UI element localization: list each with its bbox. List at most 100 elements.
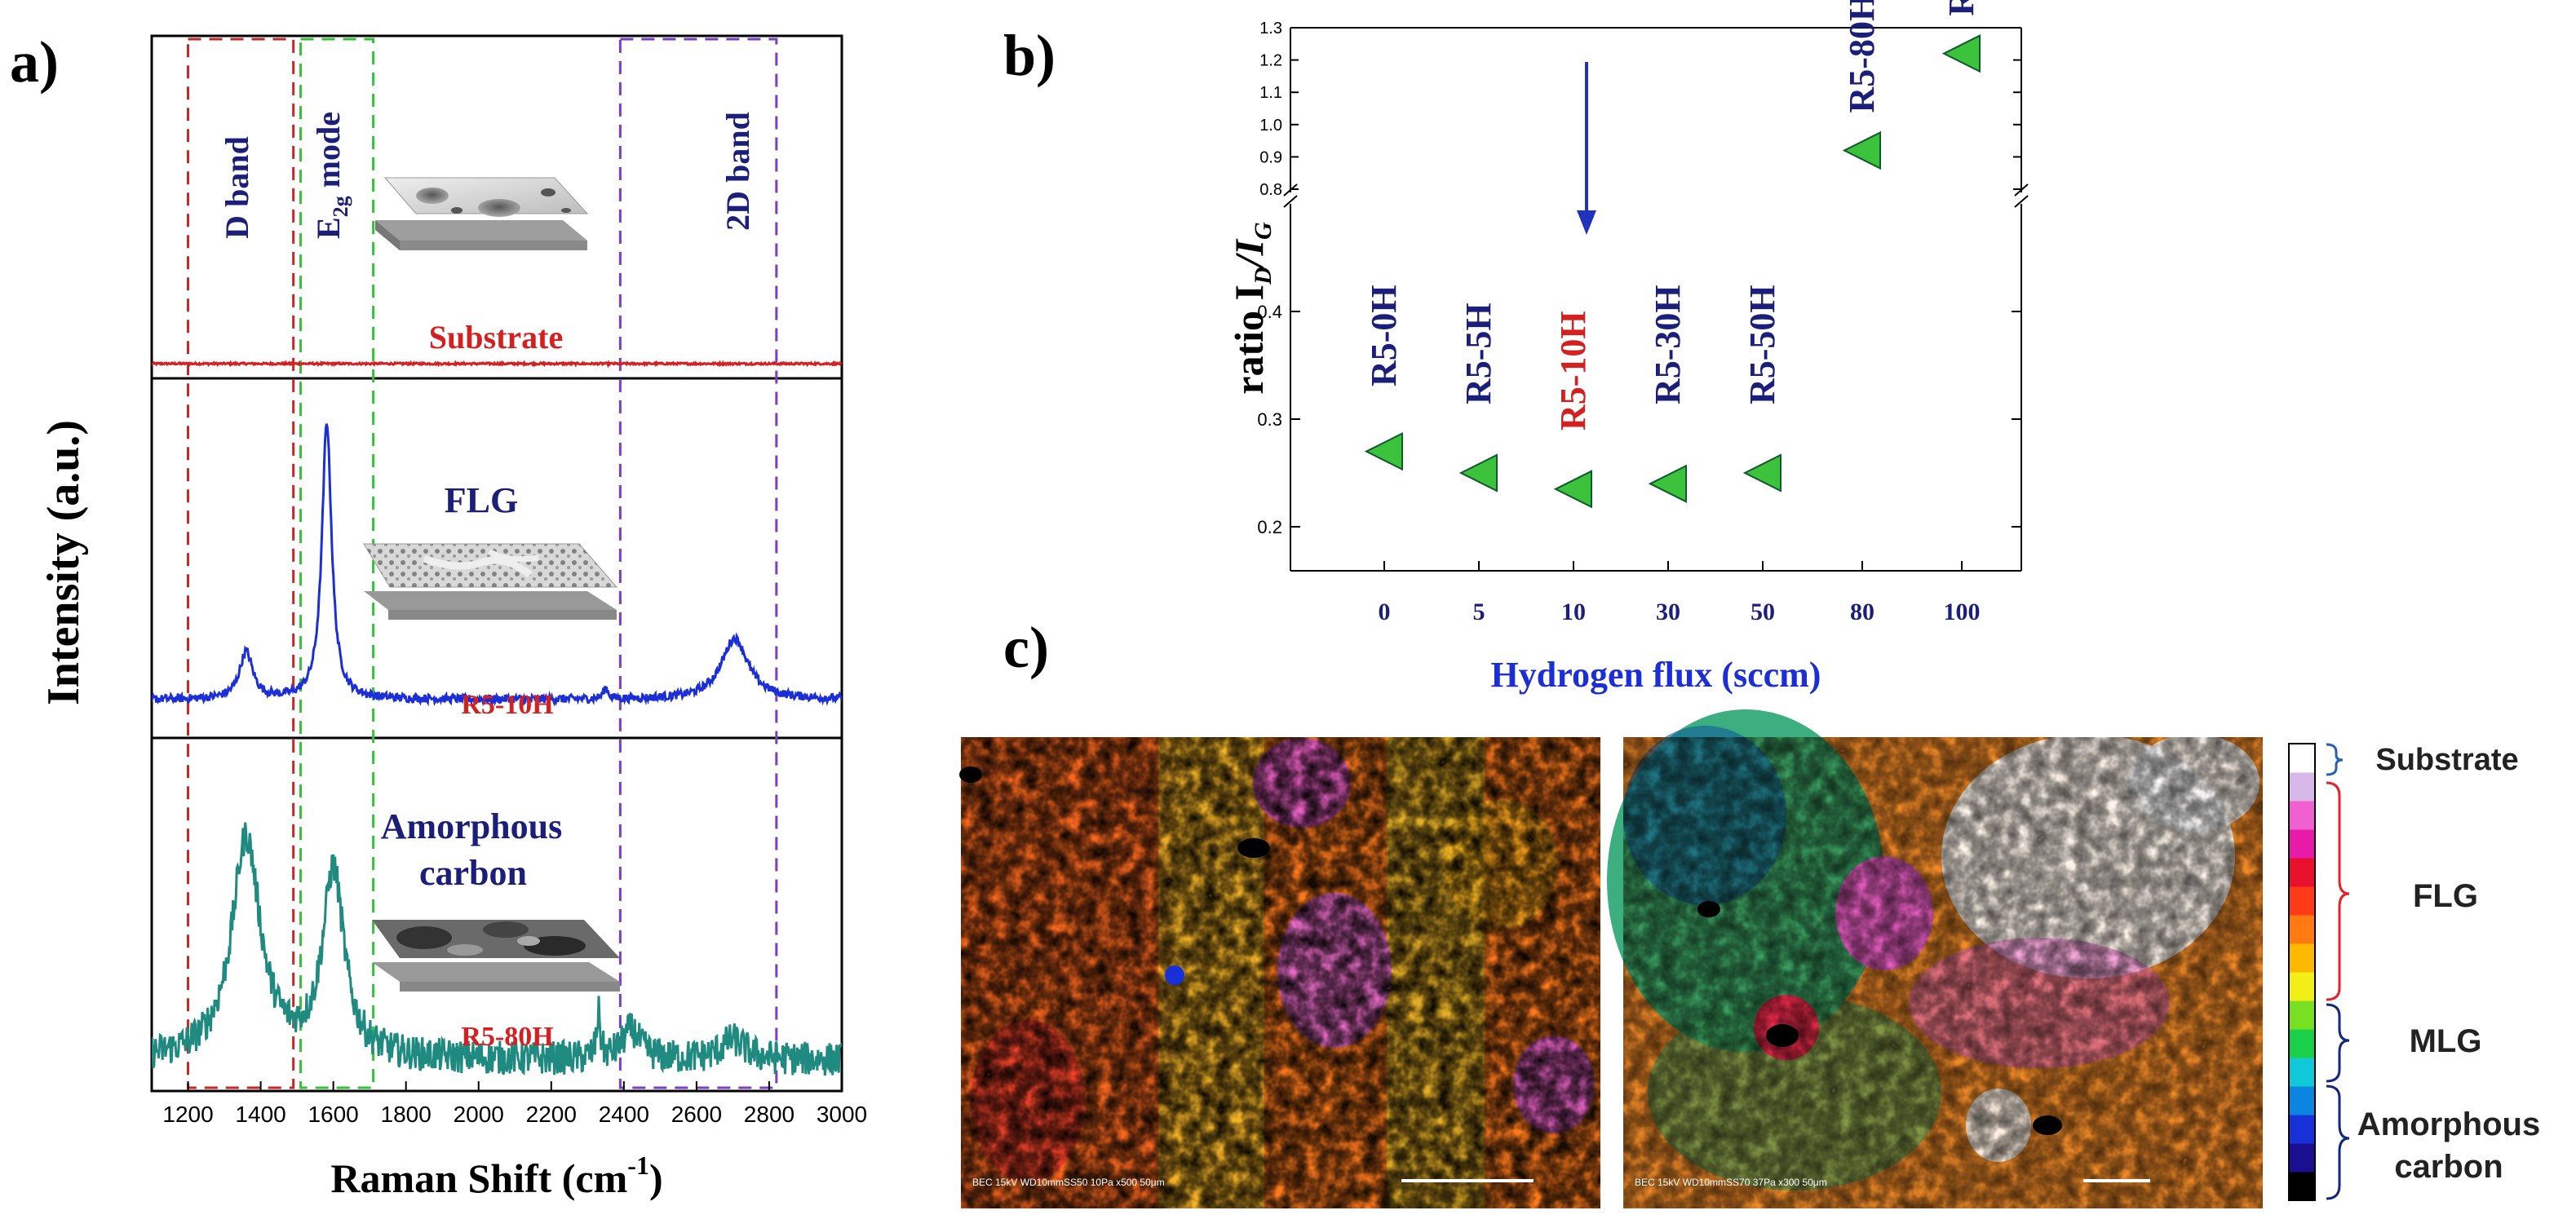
left-map-footer: BEC 15kV WD10mmSS50 10Pa x500 50μm [972,1177,1165,1188]
ratio-x-tick-label: 5 [1473,599,1485,625]
ratio-y-axis-label: ratio ID/IG [1226,222,1277,395]
2d-band-box [618,38,778,1089]
axis-break-mark-left-b [1283,195,1298,208]
brace-amorphous [2326,1084,2350,1200]
colorbar-label-substrate: Substrate [2375,743,2518,777]
r5-10h-sample-label: R5-10H [461,690,553,720]
raman-panel: 1200 1400 1600 1800 2000 2200 2400 2600 2800 3000… [38,34,867,1201]
ratio-sample-label: R5-100H [1941,0,1981,16]
colorbar [2289,744,2315,1201]
ratio-data-point [1458,453,1498,493]
ratio-sample-label: R5-0H [1364,285,1404,387]
colorbar-swatch [2289,1086,2315,1115]
raman-x-tick-label: 3000 [817,1102,867,1127]
raman-x-tick-label: 2000 [454,1102,504,1127]
raman-spectra [152,360,842,1076]
ratio-y-tick-label: 0.2 [1257,517,1282,537]
raman-x-tick-label: 2600 [671,1102,722,1127]
colorbar-swatch [2289,1058,2315,1087]
axis-break-mark-right-b [2014,195,2029,208]
colorbar-swatch [2289,1172,2315,1201]
left-map-image: BEC 15kV WD10mmSS50 10Pa x500 50μm [959,737,1600,1208]
raman-x-tick-label: 1800 [381,1102,432,1127]
colorbar-swatch [2289,801,2315,830]
raman-x-axis-ticks: 1200 1400 1600 1800 2000 2200 2400 2600 2800 3000 [162,1081,867,1127]
e2g-mode-label: E2g mode [310,112,352,239]
raman-x-tick-label: 1200 [162,1102,213,1127]
flg-spectrum-line [152,423,842,707]
colorbar-label-flg: FLG [2413,878,2478,914]
brace-substrate [2326,743,2344,776]
ratio-sample-label: R5-10H [1553,311,1593,431]
flg-plate-illustration [363,543,618,620]
flg-series-label: FLG [445,480,518,520]
ratio-sample-label: R5-30H [1648,285,1688,404]
colorbar-swatch [2289,1115,2315,1144]
ratio-x-tick-label: 0 [1379,599,1391,625]
ratio-sample-label: R5-50H [1742,285,1782,404]
brace-mlg [2326,1003,2350,1083]
ratio-data-point [1553,470,1592,509]
colorbar-swatch [2289,972,2315,1001]
ratio-panel: 0.2 0.3 0.4 0.8 0.9 1.0 1.1 1.2 1.3 0 5 10 30 50 80 10… [1226,0,2029,695]
ratio-x-tick-label: 80 [1850,599,1874,625]
ratio-sample-label: R5-5H [1458,303,1498,404]
ratio-y-tick-label: 0.9 [1259,148,1282,166]
ratio-y-tick-label: 0.8 [1259,181,1282,199]
ratio-y-axis-ticks: 0.2 0.3 0.4 0.8 0.9 1.0 1.1 1.2 1.3 [1257,20,2021,537]
colorbar-label-mlg: MLG [2410,1023,2482,1059]
d-band-label: D band [219,136,255,239]
ratio-x-tick-label: 30 [1656,599,1680,625]
ratio-y-tick-label: 1.1 [1259,84,1282,102]
colorbar-label-amorphous-line1: Amorphous [2357,1107,2540,1142]
raman-x-tick-label: 1400 [235,1102,285,1127]
substrate-series-label: Substrate [429,319,563,356]
colorbar-swatch [2289,1001,2315,1030]
panel-letter-b: b) [1003,23,1056,88]
ratio-data-point [1941,34,1981,73]
ratio-y-tick-label: 0.3 [1257,409,1282,430]
ratio-data-point [1742,453,1782,493]
colorbar-swatch [2289,886,2315,916]
highlight-arrow [1577,62,1596,235]
amorphous-spectrum-line [152,822,842,1076]
ratio-x-tick-label: 100 [1944,599,1981,625]
e2g-mode-box [299,38,375,1089]
band-region-boxes [187,38,778,1089]
colorbar-swatch [2289,829,2315,859]
ratio-sample-labels: R5-0H R5-5H R5-10H R5-30H R5-50H R5-80H R5-100… [1364,0,1981,431]
ratio-y-tick-label: 0.4 [1257,302,1282,322]
amorphous-plate-illustration [372,920,620,992]
raman-x-tick-label: 1600 [308,1102,358,1127]
substrate-spectrum-line [152,360,842,369]
mapping-panel: BEC 15kV WD10mmSS50 10Pa x500 50μm BEC 1… [959,709,2540,1208]
raman-x-tick-label: 2400 [599,1102,649,1127]
raman-y-axis-label: Intensity (a.u.) [38,420,89,705]
panel-letter-a: a) [10,29,59,95]
raman-x-tick-label: 2200 [526,1102,577,1127]
d-band-box [187,38,295,1089]
ratio-data-point [1364,431,1403,471]
ratio-data-point [1842,130,1881,170]
colorbar-swatch [2289,858,2315,887]
ratio-sample-label: R5-80H [1842,0,1882,113]
colorbar-frame [2288,743,2316,1201]
colorbar-swatch [2289,772,2315,802]
colorbar-swatch [2289,1029,2315,1058]
substrate-plate-illustration [375,177,589,250]
amorphous-series-label-line2: carbon [419,853,527,893]
ratio-x-axis-ticks: 0 5 10 30 50 80 100 [1379,561,1981,625]
ratio-x-axis-label: Hydrogen flux (sccm) [1491,655,1821,695]
colorbar-swatch [2289,943,2315,973]
ratio-scatter-points [1364,34,1981,509]
ratio-data-point [1648,464,1687,503]
ratio-x-tick-label: 10 [1561,599,1586,625]
2d-band-label: 2D band [719,112,756,231]
raman-subplot-bottom-frame [150,736,843,1093]
brace-flg [2326,781,2350,1001]
ratio-y-tick-label: 1.2 [1259,52,1282,70]
panel-letter-c: c) [1003,615,1049,680]
r5-80h-sample-label: R5-80H [461,1022,553,1052]
colorbar-swatch [2289,1143,2315,1173]
